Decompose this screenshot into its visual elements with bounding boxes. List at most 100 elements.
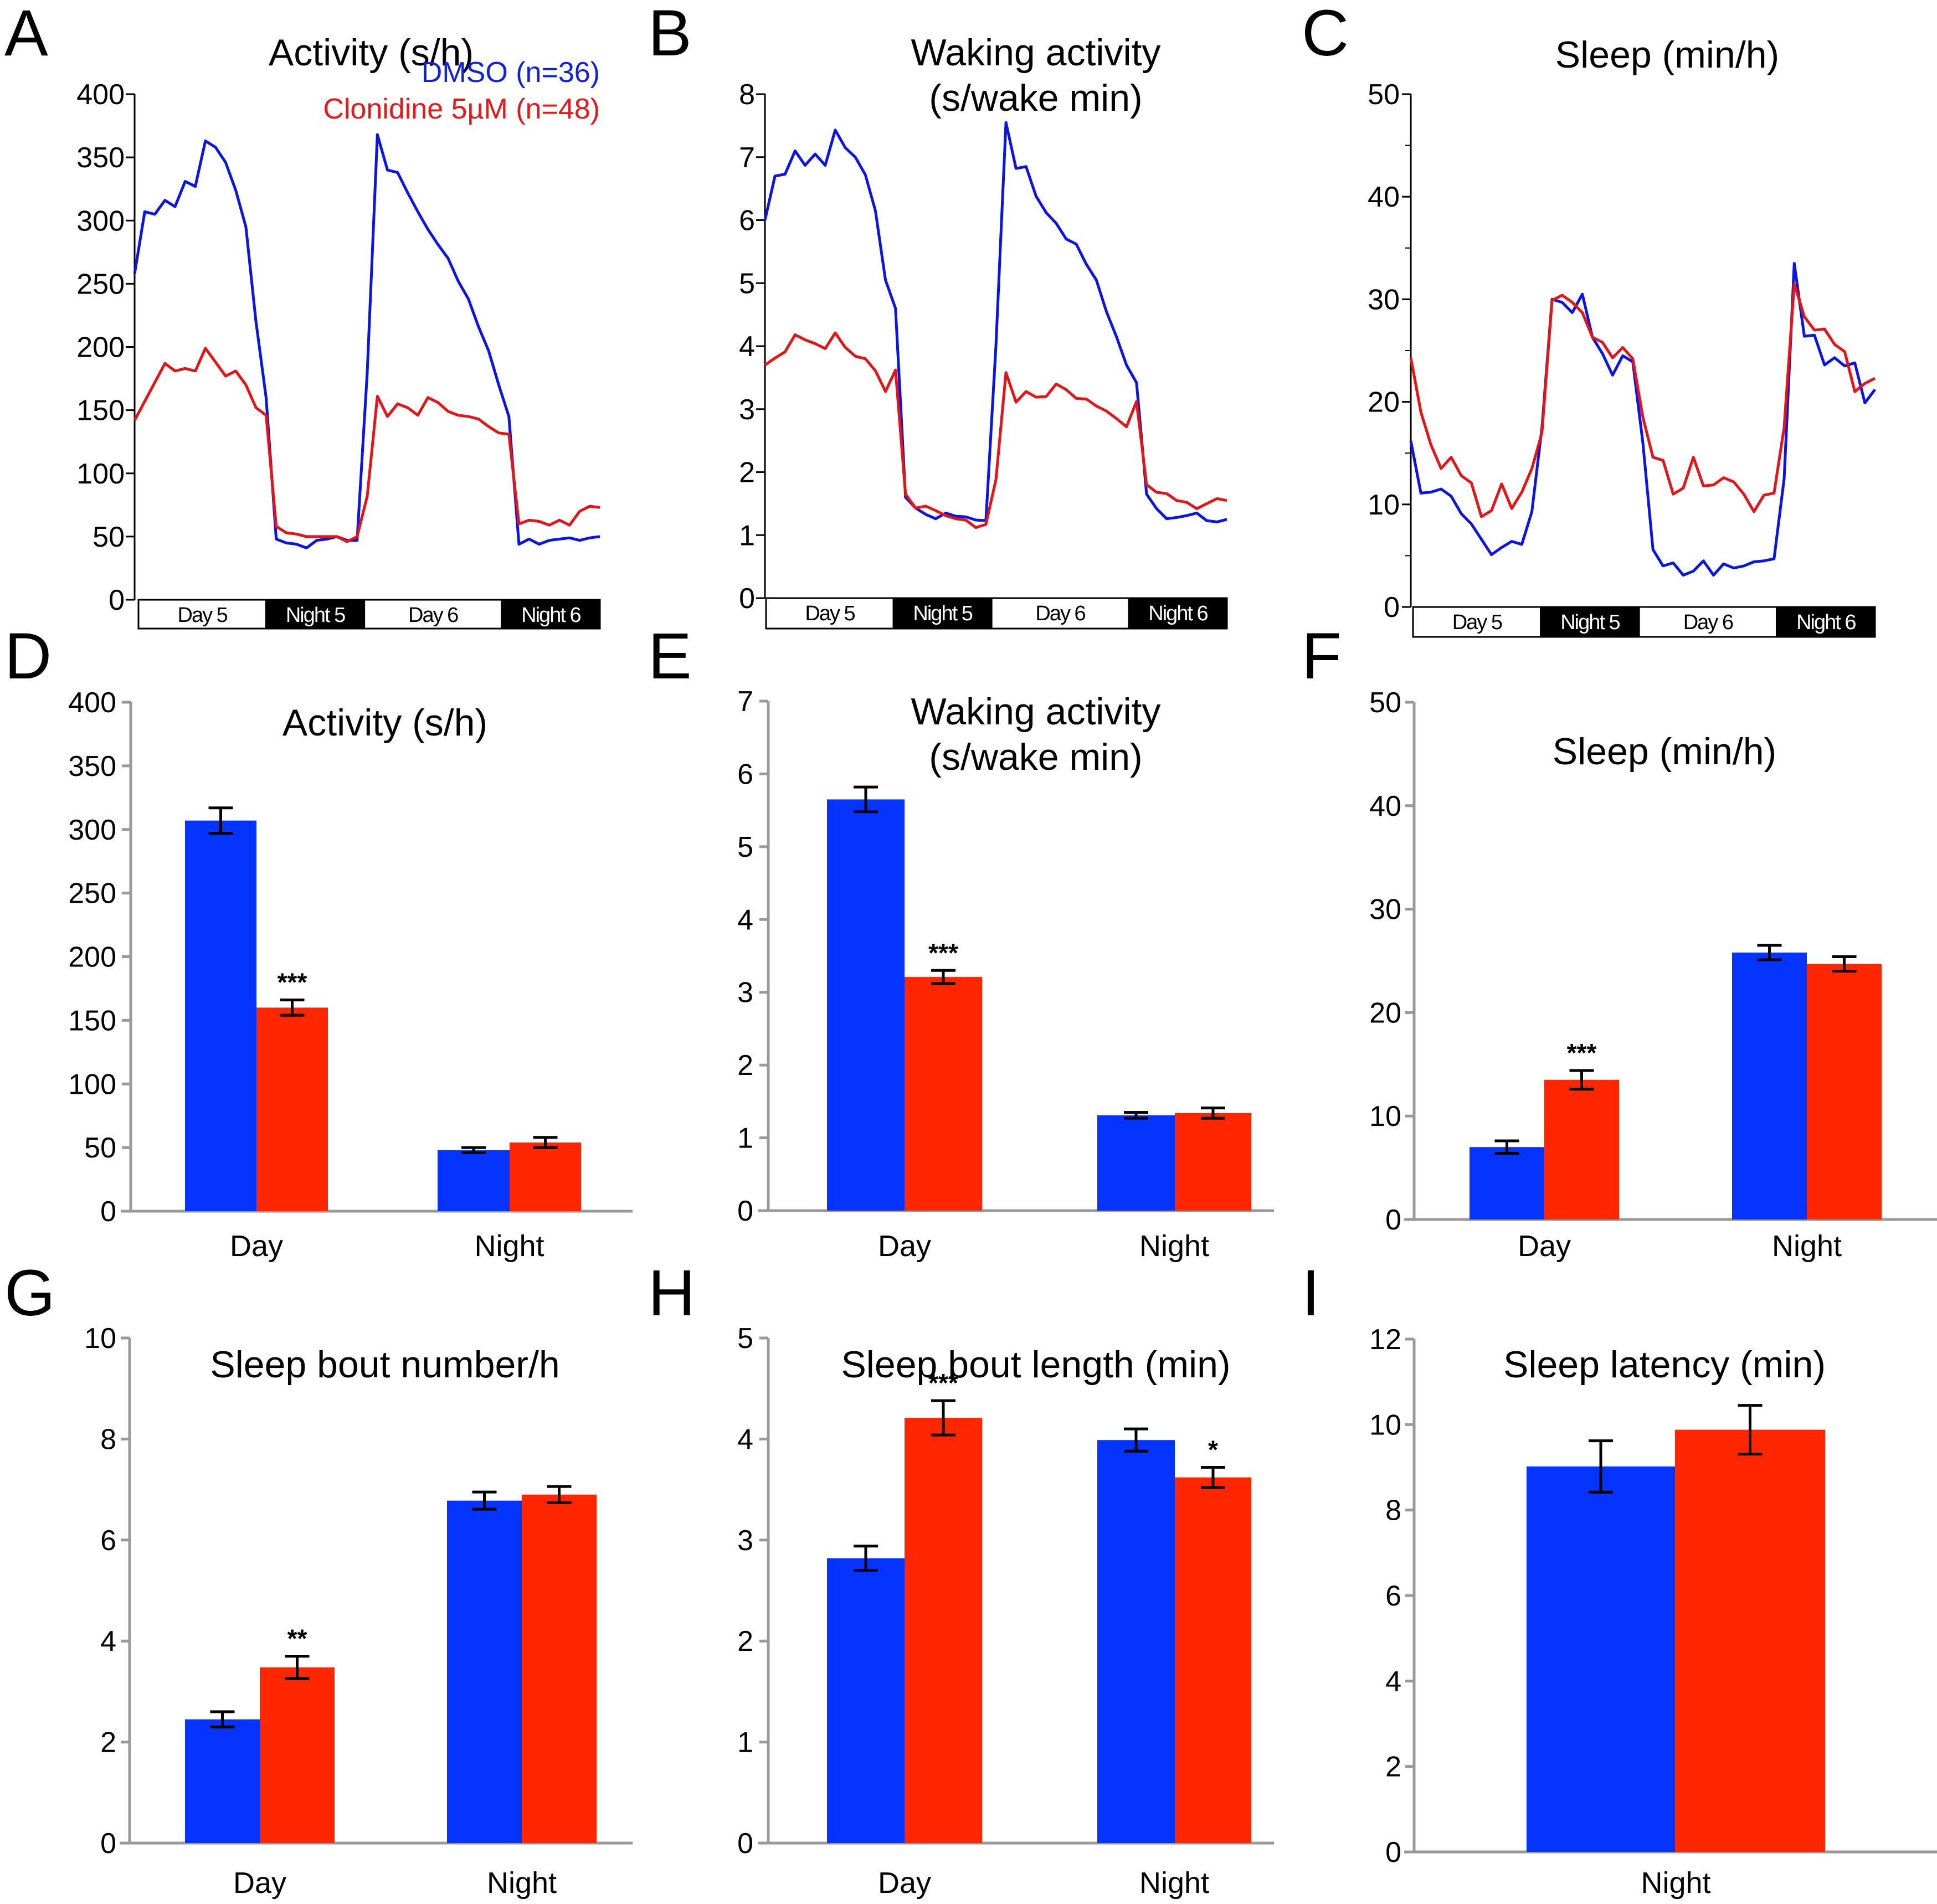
panel-e: E Waking activity(s/wake min) 0 1 2 3 4 5 6 7 *** D…	[648, 620, 1274, 1263]
category-label: Night	[1139, 1229, 1209, 1263]
chart-title: Waking activity	[911, 691, 1161, 733]
y-tick-label: 0	[100, 1196, 116, 1228]
y-tick-label: 2	[737, 1625, 753, 1658]
panel-letter: A	[4, 0, 48, 70]
clonidine-bar-day	[1544, 1079, 1619, 1219]
band-label: Night 5	[1560, 611, 1620, 634]
y-tick-label: 0	[737, 1828, 753, 1860]
clonidine-bar-night	[1807, 964, 1882, 1219]
significance-marker: ***	[278, 968, 307, 997]
dmso-bar-night	[447, 1500, 522, 1843]
category-label: Day	[233, 1866, 286, 1900]
y-tick-label: 20	[1368, 387, 1400, 419]
significance-marker: ***	[928, 938, 958, 967]
y-tick-label: 0	[737, 1195, 753, 1227]
panel-g: G Sleep bout number/h 0 2 4 6 8 10 ** Day Night	[4, 1257, 633, 1900]
chart-title: Sleep (min/h)	[1553, 730, 1776, 773]
y-tick-label: 50	[1368, 79, 1400, 111]
category-label: Night	[474, 1229, 544, 1263]
y-tick-label: 0	[1384, 591, 1400, 624]
y-tick-label: 5	[739, 267, 755, 300]
panel-letter: H	[648, 1257, 695, 1330]
chart-title: Activity (s/h)	[282, 702, 487, 744]
night-band	[892, 597, 993, 630]
clonidine-bar-night	[510, 1142, 581, 1211]
category-label: Day	[878, 1866, 931, 1900]
y-tick-label: 100	[68, 1068, 116, 1100]
y-tick-label: 0	[1385, 1204, 1401, 1236]
band-label: Day 5	[1452, 611, 1502, 634]
y-tick-label: 50	[1369, 687, 1401, 719]
band-label: Night 6	[1148, 602, 1208, 625]
band-label: Day 6	[1035, 602, 1085, 625]
panel-letter: I	[1302, 1257, 1320, 1330]
y-tick-label: 350	[76, 142, 125, 174]
category-label: Night	[1772, 1229, 1842, 1263]
clonidine-bar-day	[905, 977, 982, 1211]
category-label: Night	[1641, 1866, 1710, 1900]
dmso-bar-night	[1732, 953, 1807, 1219]
y-tick-label: 6	[1385, 1580, 1401, 1612]
chart-title: Sleep bout length (min)	[841, 1344, 1230, 1386]
dmso-line	[763, 121, 1227, 523]
band-label: Day 5	[178, 604, 228, 627]
y-tick-label: 7	[737, 686, 753, 718]
y-tick-label: 10	[1369, 1100, 1401, 1133]
y-tick-label: 4	[1385, 1665, 1401, 1697]
y-tick-label: 250	[68, 878, 116, 910]
y-tick-label: 10	[1369, 1409, 1401, 1441]
y-tick-label: 40	[1368, 181, 1400, 213]
y-tick-label: 10	[1368, 489, 1400, 521]
panel-f: F Sleep (min/h) 0 10 20 30 40 50 *** Day Night	[1302, 620, 1937, 1263]
panel-letter: F	[1302, 620, 1342, 693]
day-band	[990, 597, 1130, 630]
y-tick-label: 7	[739, 142, 755, 174]
significance-marker: *	[1208, 1435, 1218, 1464]
y-tick-label: 350	[68, 750, 116, 783]
category-label: Day	[230, 1229, 283, 1263]
dmso-bar-night	[1097, 1115, 1175, 1211]
clonidine-bar-night	[1675, 1429, 1825, 1852]
y-tick-label: 50	[84, 1132, 116, 1164]
y-tick-label: 6	[100, 1525, 116, 1557]
y-tick-label: 0	[739, 583, 755, 615]
y-tick-label: 400	[68, 687, 116, 719]
panel-letter: D	[4, 620, 52, 693]
category-label: Day	[1518, 1229, 1571, 1263]
category-label: Day	[878, 1229, 931, 1263]
y-tick-label: 0	[100, 1828, 116, 1860]
band-label: Night 5	[913, 602, 972, 625]
y-tick-label: 0	[1385, 1836, 1401, 1869]
y-tick-label: 100	[76, 458, 125, 490]
chart-title: Sleep (min/h)	[1555, 34, 1779, 76]
y-tick-label: 400	[76, 79, 125, 111]
significance-marker: ***	[1567, 1038, 1597, 1067]
y-tick-label: 3	[739, 394, 755, 426]
panel-letter: B	[648, 0, 692, 70]
band-label: Night 6	[521, 604, 580, 627]
y-tick-label: 4	[100, 1625, 116, 1658]
chart-title: Sleep bout number/h	[210, 1344, 559, 1386]
clonidine-bar-day	[260, 1667, 335, 1843]
y-tick-label: 6	[737, 758, 753, 790]
y-tick-label: 250	[76, 268, 125, 300]
y-tick-label: 8	[1385, 1495, 1401, 1527]
clonidine-bar-night	[1175, 1113, 1251, 1211]
y-tick-label: 12	[1369, 1324, 1401, 1356]
legend-clonidine: Clonidine 5µM (n=48)	[323, 93, 600, 125]
y-tick-label: 3	[737, 977, 753, 1009]
y-tick-label: 3	[737, 1525, 753, 1557]
panel-b: B Waking activity(s/wake min) 0 1 2 3 4 5 6 7 8 Day…	[648, 0, 1228, 630]
y-tick-label: 4	[739, 331, 755, 363]
y-tick-label: 20	[1369, 997, 1401, 1029]
y-tick-label: 8	[739, 79, 755, 111]
panel-a: A Activity (s/h) 0 50 100 150 200 250 300 350 400 D…	[4, 0, 601, 630]
dmso-bar-day	[185, 1719, 260, 1843]
band-label: Day 6	[1683, 611, 1733, 634]
y-tick-label: 8	[100, 1423, 116, 1455]
night-band	[265, 599, 366, 630]
panel-letter: G	[4, 1257, 55, 1330]
day-band	[1412, 606, 1542, 638]
chart-title: (s/wake min)	[929, 736, 1142, 778]
y-tick-label: 2	[100, 1727, 116, 1759]
